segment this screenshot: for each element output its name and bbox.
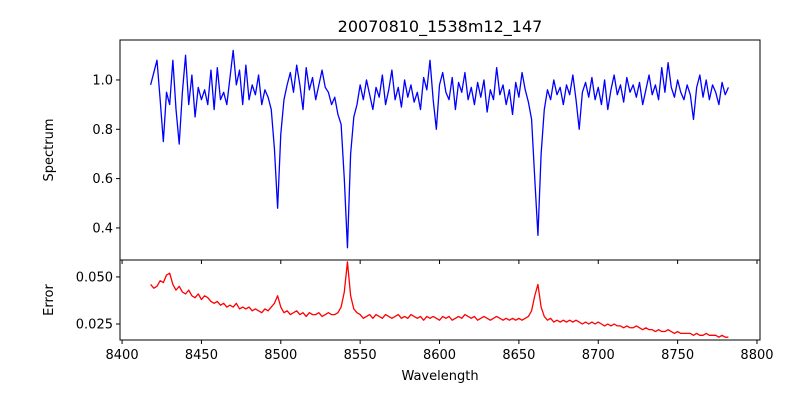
error-ylabel: Error bbox=[42, 284, 57, 316]
error-xtick-label: 8550 bbox=[344, 348, 377, 363]
spectrum-line bbox=[150, 49, 730, 249]
error-ytick-label: 0.050 bbox=[76, 270, 113, 285]
spectrum-ytick-label: 1.0 bbox=[92, 73, 113, 88]
spectrum-ytick-label: 0.6 bbox=[92, 172, 113, 187]
spectrum-ytick-label: 0.4 bbox=[92, 221, 113, 236]
error-xtick-label: 8650 bbox=[502, 348, 535, 363]
error-xtick-label: 8750 bbox=[661, 348, 694, 363]
error-xtick-label: 8800 bbox=[740, 348, 773, 363]
x-axis-label: Wavelength bbox=[401, 369, 478, 384]
error-xtick-label: 8500 bbox=[264, 348, 297, 363]
spectrum-ytick-label: 0.8 bbox=[92, 123, 113, 138]
spectrum-ylabel: Spectrum bbox=[42, 119, 57, 182]
error-xtick-label: 8600 bbox=[423, 348, 456, 363]
spectrum-axes-frame bbox=[119, 39, 761, 261]
error-xtick-label: 8400 bbox=[106, 348, 139, 363]
error-xtick-label: 8700 bbox=[582, 348, 615, 363]
error-xtick-label: 8450 bbox=[185, 348, 218, 363]
chart-title: 20070810_1538m12_147 bbox=[338, 17, 543, 37]
error-axes-frame bbox=[119, 259, 761, 341]
error-line bbox=[150, 261, 729, 338]
error-ytick-label: 0.025 bbox=[76, 318, 113, 333]
